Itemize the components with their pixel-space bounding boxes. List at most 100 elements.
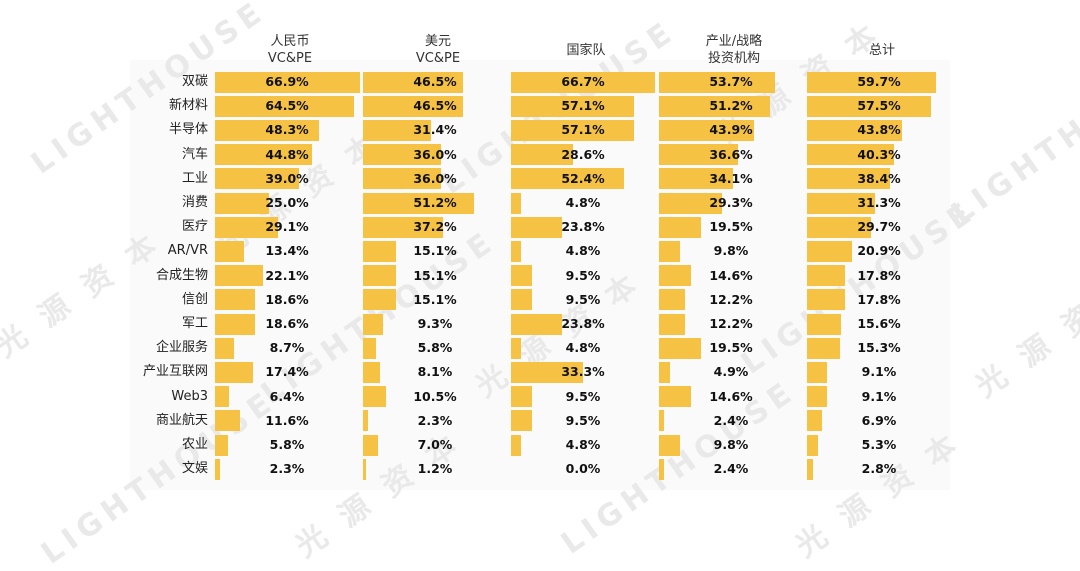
bar (807, 265, 846, 287)
bar (215, 95, 355, 117)
data-label: 13.4% (265, 243, 309, 259)
data-label: 18.6% (265, 291, 309, 307)
data-label: 9.5% (565, 291, 601, 307)
data-label: 28.6% (561, 146, 605, 162)
bar (807, 144, 895, 166)
bar (363, 144, 441, 166)
bar (215, 144, 312, 166)
bar (659, 361, 670, 383)
series-header: 人民币 VC&PE (215, 33, 365, 67)
bar (363, 289, 396, 311)
category-label: 商业航天 (155, 412, 208, 428)
data-label: 33.3% (561, 364, 605, 380)
series-header-line: 投资机构 (707, 51, 760, 66)
series-header-line: 人民币 (270, 34, 310, 49)
bar (215, 361, 253, 383)
bar (807, 119, 902, 141)
category-label: 半导体 (168, 122, 208, 138)
bar (659, 71, 775, 93)
data-label: 23.8% (561, 219, 605, 235)
data-label: 64.5% (265, 98, 309, 114)
category-label: 工业 (181, 170, 208, 186)
bar (363, 434, 379, 456)
data-label: 15.6% (857, 316, 901, 331)
series-header-line: 产业/战略 (705, 34, 763, 49)
data-label: 1.2% (417, 461, 453, 477)
data-label: 10.5% (413, 388, 457, 404)
data-label: 57.1% (561, 122, 605, 138)
bar (807, 168, 890, 190)
bar (659, 192, 723, 214)
bar (807, 434, 819, 456)
data-label: 34.1% (709, 170, 753, 186)
data-label: 22.1% (265, 267, 309, 283)
data-label: 23.8% (561, 316, 605, 331)
bar (659, 240, 681, 262)
data-label: 36.0% (413, 170, 457, 186)
bar (215, 240, 244, 262)
data-label: 20.9% (857, 243, 901, 259)
bar (215, 119, 320, 141)
series-header-line: 国家队 (566, 43, 606, 58)
data-label: 5.8% (417, 340, 453, 356)
bar (659, 95, 770, 117)
category-label: 医疗 (181, 219, 208, 235)
data-label: 12.2% (709, 291, 753, 307)
bar (511, 289, 532, 311)
bar (215, 71, 360, 93)
data-label: 12.2% (709, 316, 753, 331)
bar (659, 337, 702, 359)
watermark-text: LIGHTHOUSE (945, 43, 1080, 232)
category-label: 消费 (181, 195, 208, 210)
category-label: 农业 (181, 437, 208, 452)
bar (807, 192, 875, 214)
bar (363, 168, 441, 190)
data-label: 14.6% (709, 388, 753, 404)
data-label: 15.1% (413, 267, 457, 283)
data-label: 6.4% (269, 388, 305, 404)
series-header-line: 美元 (424, 34, 451, 49)
data-label: 4.8% (565, 243, 601, 259)
bar (659, 458, 665, 480)
bar (511, 337, 522, 359)
bar (215, 337, 234, 359)
data-label: 43.8% (857, 122, 901, 138)
data-label: 9.3% (417, 316, 453, 331)
data-label: 43.9% (709, 122, 753, 138)
data-label: 9.5% (565, 388, 601, 404)
data-label: 0.0% (565, 461, 601, 477)
data-label: 46.5% (413, 74, 457, 89)
series-header: 产业/战略投资机构 (659, 33, 809, 67)
bar (807, 289, 846, 311)
category-label: 汽车 (181, 146, 208, 162)
bar (659, 386, 691, 408)
data-label: 2.4% (713, 412, 749, 428)
data-label: 4.8% (565, 195, 601, 210)
data-label: 4.8% (565, 340, 601, 356)
bar (511, 434, 522, 456)
bar (215, 216, 278, 238)
data-label: 46.5% (413, 98, 457, 114)
bar (215, 265, 263, 287)
data-label: 2.8% (861, 461, 897, 477)
data-label: 48.3% (265, 122, 309, 138)
data-label: 8.1% (417, 364, 453, 380)
series-header: 美元 VC&PE (363, 33, 513, 67)
category-label: 军工 (181, 316, 208, 331)
category-label: 双碳 (181, 74, 208, 89)
data-label: 4.9% (713, 364, 749, 380)
bar (511, 265, 532, 287)
bar (807, 361, 827, 383)
data-label: 29.1% (265, 219, 309, 235)
bar (807, 71, 936, 93)
bar (215, 192, 269, 214)
data-label: 5.8% (269, 437, 305, 452)
data-label: 18.6% (265, 316, 309, 331)
data-label: 9.8% (713, 243, 749, 259)
bar (807, 313, 841, 335)
category-label: Web3 (171, 388, 208, 404)
bar (215, 289, 256, 311)
bar (511, 240, 522, 262)
data-label: 19.5% (709, 340, 753, 356)
